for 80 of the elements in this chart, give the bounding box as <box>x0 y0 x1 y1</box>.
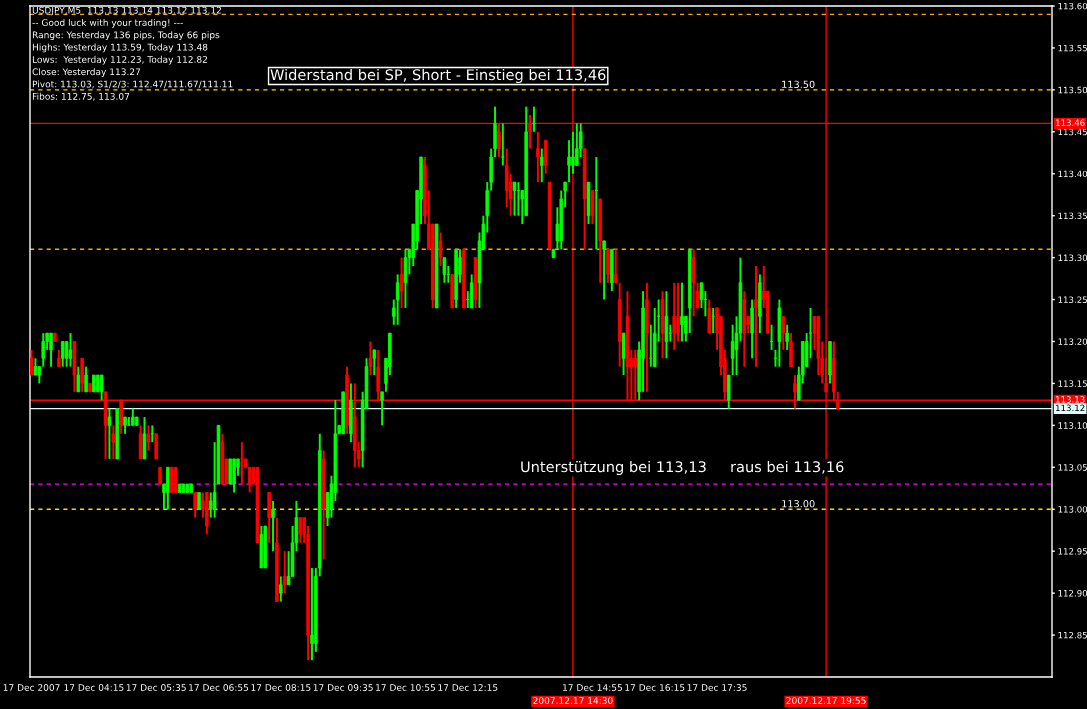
candlestick <box>76 365 81 393</box>
candlestick <box>84 365 88 393</box>
annotation: Close: Yesterday 113.27 <box>32 68 141 77</box>
y-tick-label: 113.00 <box>1058 506 1087 513</box>
annotation: Unterstützung bei 113,13 raus bei 113,16 <box>521 460 844 476</box>
x-tick-label: 17 Dec 14:55 <box>563 684 622 691</box>
y-tick-label: 113.25 <box>1058 296 1087 303</box>
x-tick-label: 17 Dec 17:35 <box>687 684 747 691</box>
candlestick <box>146 424 151 452</box>
x-tick-label: 17 Dec 06:55 <box>189 684 249 691</box>
y-tick-label: 113.45 <box>1058 128 1087 136</box>
candlestick <box>785 323 789 351</box>
y-tick-label: 113.40 <box>1058 170 1087 178</box>
ref-line-label: 113.50 <box>782 80 815 88</box>
ref-line-label: 113.46 <box>1056 119 1085 126</box>
candlestick <box>536 130 540 184</box>
candlestick <box>107 407 112 460</box>
x-tick-label: 17 Dec 12:15 <box>438 684 498 691</box>
candlestick <box>614 248 618 284</box>
candlestick <box>512 181 517 217</box>
candlestick <box>399 256 404 309</box>
candlestick <box>68 332 73 368</box>
y-tick-label: 113.10 <box>1058 422 1087 429</box>
candlestick <box>754 265 758 368</box>
candlestick <box>111 424 116 460</box>
x-tick-label: 17 Dec 2007 <box>3 684 60 691</box>
y-tick-label: 113.50 <box>1058 86 1087 94</box>
candlestick <box>271 499 275 553</box>
candlestick <box>49 332 53 368</box>
x-tick-label: 17 Dec 05:35 <box>126 684 186 691</box>
y-tick-label: 113.35 <box>1058 212 1087 220</box>
chart-title: USDJPY,M5 113.13 113.14 113.12 113.12 <box>32 6 221 16</box>
annotation: -- Good luck with your trading! --- <box>32 18 183 28</box>
y-tick-label: 113.15 <box>1058 380 1087 387</box>
ref-line-label: 2007.12.17 14:30 <box>533 697 613 704</box>
candlestick <box>571 130 575 175</box>
annotation: Highs: Yesterday 113.59, Today 113.48 <box>32 43 208 53</box>
candlestick <box>676 281 680 343</box>
candlestick <box>193 491 197 519</box>
candlestick <box>279 575 283 603</box>
y-tick-label: 113.20 <box>1058 338 1087 345</box>
annotation: Fibos: 112.75, 113.07 <box>32 92 130 101</box>
candlestick <box>99 374 104 402</box>
y-tick-label: 112.85 <box>1058 631 1087 639</box>
candlestick <box>372 348 377 377</box>
y-tick-label: 113.60 <box>1058 2 1087 10</box>
ref-line-label: 2007.12.17 19:55 <box>786 697 866 704</box>
candlestick <box>30 348 34 377</box>
x-tick-label: 17 Dec 04:15 <box>64 684 124 691</box>
y-tick-label: 112.90 <box>1058 590 1087 597</box>
candlestick <box>60 340 65 368</box>
x-tick-label: 17 Dec 16:15 <box>625 684 685 691</box>
x-tick-label: 17 Dec 08:15 <box>251 684 311 691</box>
candlestick <box>368 340 373 377</box>
y-tick-label: 113.55 <box>1058 44 1087 52</box>
annotation: Widerstand bei SP, Short - Einstieg bei 113,46 <box>270 68 606 84</box>
annotation: Range: Yesterday 136 pips, Today 66 pips <box>32 31 220 41</box>
candlestick <box>602 239 606 301</box>
candlestick <box>310 566 314 662</box>
annotation: Pivot: 113.03, S1/2/3: 112.47/111.67/111.11 <box>32 80 233 89</box>
ref-line-label: 113.12 <box>1056 404 1085 412</box>
candlestick <box>442 256 447 284</box>
candlestick <box>540 147 544 184</box>
y-tick-label: 113.05 <box>1058 464 1087 471</box>
x-tick-label: 17 Dec 10:55 <box>376 684 436 691</box>
candlestick <box>680 281 684 343</box>
ref-line-label: 113.00 <box>782 500 815 508</box>
candlestick <box>282 550 287 595</box>
x-tick-label: 17 Dec 09:35 <box>313 684 373 691</box>
y-tick-label: 112.95 <box>1058 548 1087 555</box>
candlestick <box>298 516 303 544</box>
annotation: Lows: Yesterday 112.23, Today 112.82 <box>32 55 207 65</box>
candlestick <box>208 491 213 519</box>
candlestick <box>781 315 786 351</box>
candlestick <box>438 231 443 267</box>
candlestick <box>395 273 400 326</box>
candlestick <box>672 281 676 351</box>
candlestick <box>501 122 505 167</box>
y-tick-label: 113.30 <box>1058 254 1087 262</box>
ref-line-label: 113.13 <box>1056 396 1085 403</box>
